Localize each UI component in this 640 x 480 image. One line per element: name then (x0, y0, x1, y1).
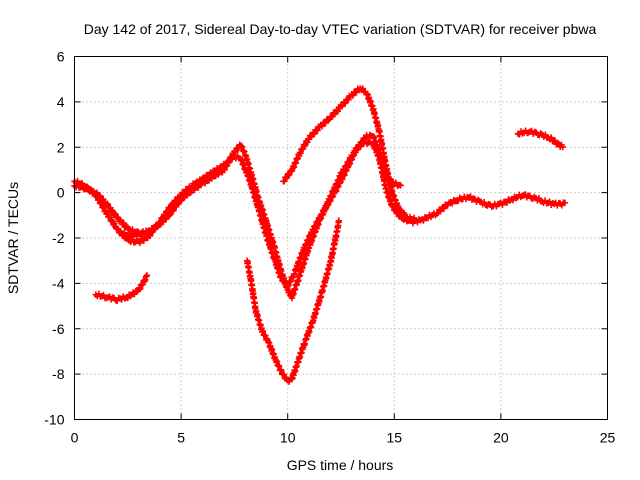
data-point (104, 200, 111, 207)
y-tick-label: -4 (52, 275, 65, 291)
data-point (397, 182, 404, 189)
x-tick-label: 15 (387, 430, 403, 446)
y-axis-label: SDTVAR / TECUs (5, 182, 21, 294)
data-point (111, 220, 118, 227)
series-arc-2 (71, 131, 404, 289)
data-point (100, 203, 107, 211)
data-point (310, 227, 317, 234)
data-point (112, 210, 119, 217)
data-point (120, 219, 127, 227)
data-point (356, 142, 363, 150)
data-point (142, 276, 149, 283)
data-point (98, 200, 105, 207)
data-point (170, 207, 177, 215)
x-tick-label: 0 (71, 430, 79, 446)
data-point (90, 188, 97, 195)
data-point (412, 217, 419, 224)
data-point (228, 156, 236, 163)
y-tick-label: -6 (52, 321, 65, 337)
data-point (142, 273, 150, 280)
x-tick-label: 25 (600, 430, 616, 446)
data-point (561, 199, 569, 207)
data-point (342, 100, 349, 107)
y-tick-label: 4 (57, 94, 65, 110)
data-point (170, 201, 177, 208)
data-point (104, 209, 111, 217)
data-point (278, 367, 285, 374)
data-point (225, 159, 232, 167)
data-point (195, 179, 202, 187)
data-point (312, 222, 319, 230)
data-series (71, 85, 569, 385)
data-point (123, 223, 130, 230)
data-point (548, 134, 555, 141)
data-point (278, 274, 285, 281)
series-arc-3 (280, 85, 419, 224)
y-tick-label: 6 (57, 49, 65, 65)
data-point (78, 180, 86, 187)
data-point (440, 205, 448, 212)
y-tick-label: -8 (52, 366, 65, 382)
series-arc-5 (92, 272, 151, 304)
data-point (433, 210, 441, 217)
axis-tick-labels: 0 5 10 15 20 25 -10 -8 -6 -4 -2 0 2 4 6 (44, 49, 615, 446)
data-point (314, 127, 321, 134)
data-point (131, 291, 138, 298)
data-point (554, 139, 561, 147)
data-point (311, 130, 318, 138)
data-point (335, 217, 343, 224)
x-axis-label: GPS time / hours (287, 457, 394, 473)
x-tick-label: 10 (280, 430, 296, 446)
data-point (328, 193, 336, 201)
data-point (327, 197, 334, 205)
y-tick-label: -10 (44, 412, 64, 428)
data-point (154, 222, 162, 230)
data-point (559, 143, 566, 151)
data-point (359, 85, 366, 92)
data-point (136, 285, 144, 293)
data-point (164, 208, 171, 215)
series-arc-6 (118, 229, 146, 241)
y-tick-label: -2 (52, 230, 65, 246)
data-point (234, 145, 241, 153)
data-point (297, 150, 304, 157)
chart-title: Day 142 of 2017, Sidereal Day-to-day VTE… (84, 21, 597, 37)
y-tick-label: 2 (57, 139, 65, 155)
data-point (361, 135, 368, 143)
data-point (324, 117, 332, 124)
data-point (140, 237, 147, 244)
x-tick-label: 20 (493, 430, 509, 446)
data-point (143, 272, 151, 279)
data-point (146, 232, 154, 240)
axis-ticks (74, 56, 608, 420)
data-point (318, 123, 326, 130)
data-point (95, 195, 103, 203)
data-point (349, 92, 357, 99)
series-arc-4 (243, 217, 343, 385)
data-point (329, 193, 337, 200)
data-point (286, 288, 293, 295)
data-point (334, 108, 342, 115)
series-arc-7 (514, 127, 566, 151)
data-point (161, 212, 169, 219)
data-point (319, 211, 326, 219)
x-tick-label: 5 (177, 430, 185, 446)
data-point (324, 202, 332, 209)
data-point (285, 171, 293, 179)
data-point (316, 215, 324, 223)
data-point (139, 231, 146, 239)
y-tick-label: 0 (57, 185, 65, 201)
